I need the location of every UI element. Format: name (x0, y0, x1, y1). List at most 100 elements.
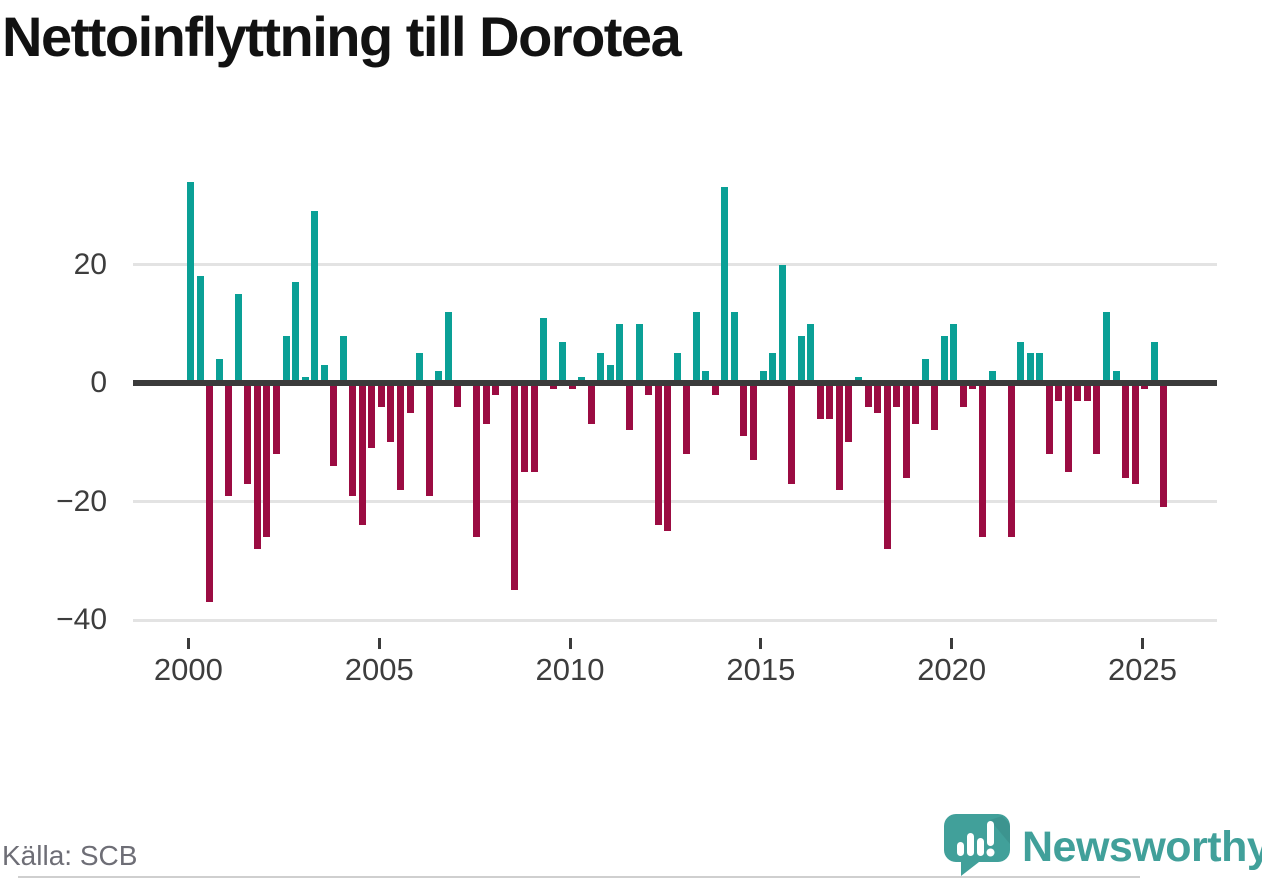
y-axis-label: 20 (73, 247, 107, 281)
source-label: Källa: SCB (2, 840, 138, 871)
bar (864, 383, 872, 407)
x-axis-label: 2010 (535, 652, 605, 687)
bar (664, 383, 672, 532)
bar (1036, 353, 1044, 383)
bar (807, 323, 815, 383)
bar (444, 311, 452, 383)
bar (874, 383, 882, 413)
bar (979, 383, 986, 538)
bar (759, 371, 767, 383)
bar (635, 323, 643, 383)
bar (1093, 383, 1101, 455)
bar (435, 371, 443, 383)
x-axis-label: 2005 (344, 652, 414, 687)
bar (845, 383, 853, 443)
bar (788, 383, 796, 484)
bar (702, 371, 710, 383)
bar (1007, 383, 1015, 538)
bar (196, 276, 204, 383)
x-axis-label: 2025 (1108, 652, 1177, 687)
bar (482, 383, 490, 425)
bar (711, 383, 719, 395)
bar (883, 383, 891, 549)
bar (921, 359, 929, 383)
bar (1045, 383, 1053, 455)
gridline-y20 (133, 263, 1217, 266)
bar (683, 383, 691, 455)
bar (244, 383, 252, 484)
bottom-divider (18, 876, 1140, 878)
bar (454, 383, 462, 407)
bar (339, 335, 347, 383)
bar (492, 383, 500, 395)
bar (606, 365, 614, 383)
bar (587, 383, 595, 425)
bar (959, 383, 967, 407)
bar (282, 335, 290, 383)
bar (1150, 341, 1158, 383)
bar (835, 383, 843, 490)
bar (406, 383, 414, 413)
bar (521, 383, 529, 472)
bar (721, 187, 729, 383)
bar (778, 264, 786, 383)
bar (1083, 383, 1091, 401)
bar (1131, 383, 1139, 484)
bar (253, 383, 261, 549)
bar (673, 353, 681, 383)
bar (912, 383, 920, 425)
bar (187, 181, 195, 383)
bar (1055, 383, 1063, 401)
bar (272, 383, 280, 455)
x-axis-label: 2020 (917, 652, 987, 687)
bar (511, 383, 519, 591)
bar (1103, 311, 1111, 383)
bar (530, 383, 538, 472)
bar (377, 383, 385, 407)
y-axis-label: 0 (90, 366, 107, 399)
newsworthy-speech-bubble-chart-icon (944, 813, 1010, 879)
bar (368, 383, 376, 449)
zero-baseline (133, 380, 1217, 386)
bar (540, 317, 548, 383)
bar (320, 365, 328, 383)
bar (292, 282, 300, 383)
bar (1160, 383, 1168, 508)
x-axis-tick (186, 638, 190, 649)
page-title: Nettoinflyttning till Dorotea (2, 5, 682, 68)
bar (425, 383, 433, 496)
bar (816, 383, 824, 419)
bar (940, 335, 948, 383)
bar (215, 359, 223, 383)
bar (654, 383, 662, 526)
bar (225, 383, 233, 496)
bar (893, 383, 901, 407)
x-axis-label: 2000 (153, 652, 223, 687)
bar (206, 383, 214, 603)
x-axis-label: 2015 (726, 652, 796, 687)
bar (234, 294, 242, 383)
y-axis-label: −40 (56, 603, 107, 636)
x-axis-tick (950, 638, 954, 649)
bar (349, 383, 357, 496)
bar (769, 353, 777, 383)
bar (559, 341, 567, 383)
bar (263, 383, 271, 538)
bar (1064, 383, 1072, 472)
gridline-y-20 (133, 500, 1217, 503)
bar (750, 383, 758, 461)
newsworthy-logo: Newsworthy (944, 813, 1262, 879)
bar (473, 383, 481, 538)
bar (931, 383, 939, 431)
x-axis-tick (759, 638, 763, 649)
bar (826, 383, 834, 419)
bar (625, 383, 633, 431)
bar (1112, 371, 1120, 383)
bar (740, 383, 748, 437)
newsworthy-wordmark: Newsworthy (1022, 823, 1262, 871)
gridline-y-40 (133, 618, 1217, 622)
x-axis-tick (1141, 638, 1144, 649)
bar (692, 311, 700, 383)
bar (616, 323, 624, 383)
bar (597, 353, 605, 383)
